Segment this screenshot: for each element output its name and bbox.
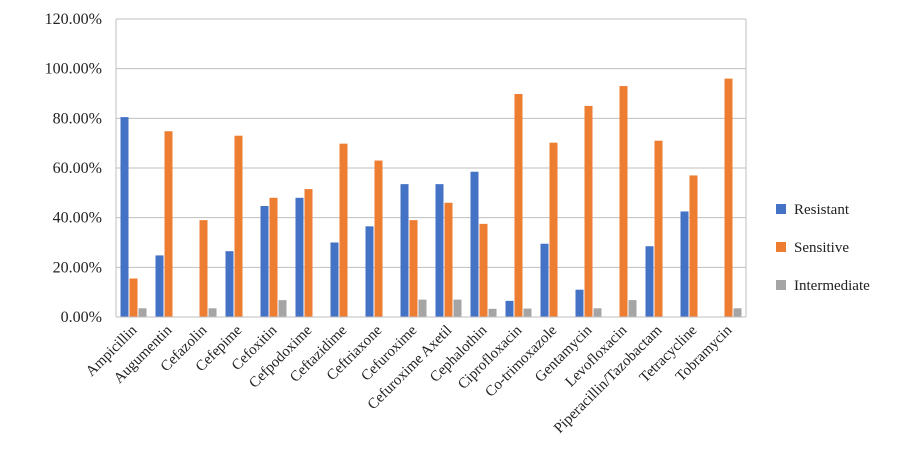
bar-sensitive-tobramycin — [724, 78, 733, 317]
bar-resistant-cefoxitin — [260, 205, 269, 317]
bar-sensitive-tetracycline — [689, 175, 698, 317]
bar-resistant-ampicillin — [120, 117, 129, 317]
bar-resistant-ceftriaxone — [365, 226, 374, 317]
legend-swatch-resistant — [776, 204, 786, 214]
bar-sensitive-ceftazidime — [339, 143, 348, 317]
bar-intermediate-gentamycin — [593, 308, 602, 317]
y-tick-label: 120.00% — [45, 11, 102, 28]
legend-swatch-sensitive — [776, 242, 786, 252]
legend-label-intermediate: Intermediate — [794, 278, 870, 294]
bar-intermediate-cefuroxime — [418, 299, 427, 317]
bar-sensitive-co-trimoxazole — [549, 142, 558, 317]
bar-sensitive-cefuroxime-axetil — [444, 202, 453, 317]
bar-sensitive-ceftriaxone — [374, 160, 383, 317]
bar-intermediate-cephalothin — [488, 308, 497, 317]
bar-resistant-piperacillin-tazobactam — [645, 246, 654, 317]
bar-intermediate-ampicillin — [138, 308, 147, 317]
y-tick-label: 40.00% — [53, 210, 102, 227]
bar-intermediate-cefazolin — [208, 308, 217, 317]
bar-resistant-gentamycin — [575, 289, 584, 317]
bar-sensitive-cefpodoxime — [304, 189, 313, 317]
bar-resistant-cefpodoxime — [295, 197, 304, 317]
y-tick-label: 20.00% — [53, 259, 102, 276]
x-axis-ticks: AmpicillinAugumentinCefazolinCefepimeCef… — [83, 322, 736, 437]
bar-resistant-cefuroxime-axetil — [435, 184, 444, 317]
bar-resistant-ceftazidime — [330, 242, 339, 317]
bar-resistant-augumentin — [155, 255, 164, 317]
bar-sensitive-levofloxacin — [619, 86, 628, 317]
bar-intermediate-cefuroxime-axetil — [453, 299, 462, 317]
bar-sensitive-cefepime — [234, 135, 243, 317]
bar-intermediate-ciprofloxacin — [523, 308, 532, 317]
legend-label-resistant: Resistant — [794, 202, 850, 218]
bar-sensitive-augumentin — [164, 131, 173, 317]
y-tick-label: 60.00% — [53, 160, 102, 177]
bar-sensitive-cefoxitin — [269, 197, 278, 317]
legend: Resistant Sensitive Intermediate — [776, 202, 870, 294]
y-tick-label: 100.00% — [45, 61, 102, 78]
bar-resistant-cefepime — [225, 251, 234, 317]
legend-swatch-intermediate — [776, 280, 786, 290]
y-axis-ticks: 0.00% 20.00% 40.00% 60.00% 80.00% 100.00% 120.… — [45, 11, 102, 326]
bar-resistant-cephalothin — [470, 171, 479, 317]
bar-resistant-ciprofloxacin — [505, 300, 514, 317]
y-tick-label: 0.00% — [61, 309, 102, 326]
bar-sensitive-cefuroxime — [409, 220, 418, 317]
bar-resistant-cefuroxime — [400, 184, 409, 317]
bar-sensitive-piperacillin-tazobactam — [654, 140, 663, 317]
bar-sensitive-gentamycin — [584, 105, 593, 318]
bar-sensitive-ciprofloxacin — [514, 93, 523, 317]
bar-sensitive-cefazolin — [199, 220, 208, 317]
bar-intermediate-tobramycin — [733, 308, 742, 317]
bar-sensitive-cephalothin — [479, 223, 488, 317]
legend-label-sensitive: Sensitive — [794, 240, 849, 256]
y-tick-label: 80.00% — [53, 110, 102, 127]
bar-resistant-co-trimoxazole — [540, 243, 549, 317]
bar-resistant-tetracycline — [680, 211, 689, 317]
gridlines — [115, 18, 747, 317]
bar-intermediate-cefoxitin — [278, 300, 287, 317]
bar-intermediate-levofloxacin — [628, 300, 637, 317]
bar-sensitive-ampicillin — [129, 278, 138, 317]
bars — [120, 78, 742, 318]
